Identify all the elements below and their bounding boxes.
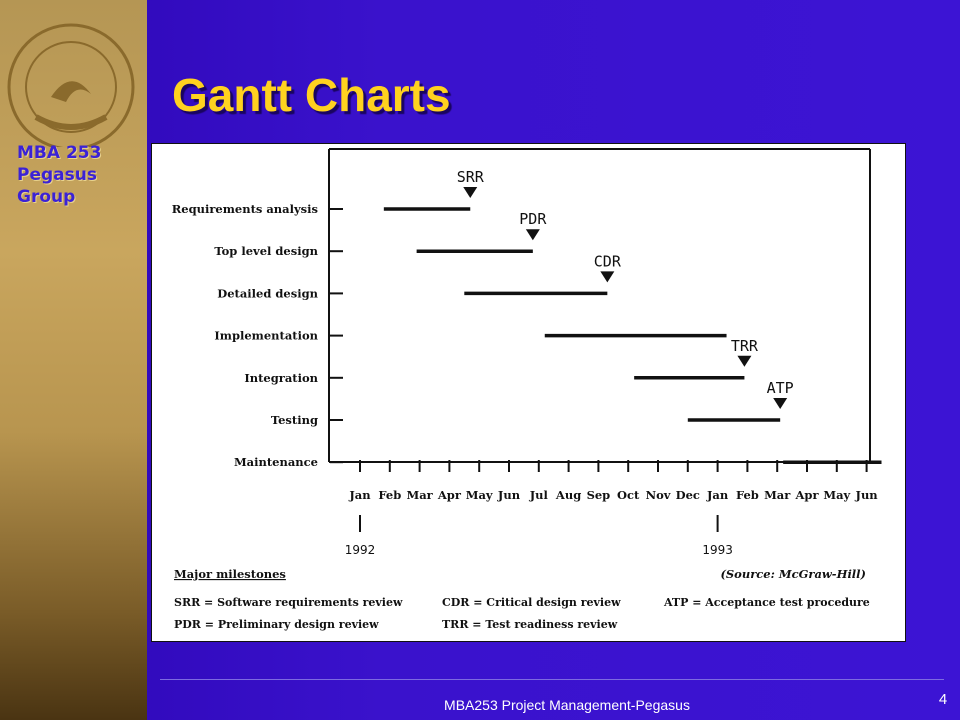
month-tick-label: Oct — [617, 488, 640, 502]
month-tick-label: Mar — [764, 488, 791, 502]
month-tick-label: Apr — [794, 488, 819, 502]
footer-divider — [160, 679, 944, 680]
task-label: Maintenance — [234, 455, 318, 469]
milestone-label: ATP — [767, 379, 794, 397]
month-tick-label: Nov — [646, 488, 671, 502]
milestone-label: PDR — [519, 210, 547, 228]
year-label: 1992 — [345, 543, 376, 557]
month-tick-label: Jan — [706, 488, 729, 502]
milestone-marker — [773, 398, 788, 409]
task-label: Requirements analysis — [172, 202, 318, 216]
milestone-marker — [737, 355, 752, 367]
task-label: Top level design — [214, 244, 318, 258]
legend-entry: SRR = Software requirements review — [174, 596, 403, 609]
month-tick-label: Jan — [348, 488, 371, 502]
milestone-marker — [600, 271, 615, 283]
task-label: Integration — [244, 371, 318, 385]
slide-title: Gantt Charts — [172, 69, 451, 121]
footer-text: MBA253 Project Management-Pegasus — [444, 697, 690, 713]
sidebar-band: MBA 253 Pegasus Group — [0, 0, 147, 720]
legend-entry: ATP = Acceptance test procedure — [663, 596, 870, 609]
milestone-marker — [463, 187, 478, 198]
month-tick-label: May — [466, 488, 493, 502]
month-tick-label: Aug — [555, 488, 581, 502]
task-label: Detailed design — [217, 286, 318, 300]
month-tick-label: Feb — [736, 488, 759, 502]
legend-heading: Major milestones — [174, 567, 286, 581]
gantt-chart: Jan Feb Mar Apr May Jun Jul Aug Sep Oct Nov Dec Jan F… — [172, 148, 882, 631]
month-tick-label: Sep — [587, 488, 611, 502]
task-label: Testing — [271, 413, 318, 427]
month-tick-label: May — [823, 488, 850, 502]
slide-number: 4 — [938, 691, 948, 708]
legend-entry: PDR = Preliminary design review — [174, 618, 379, 631]
legend-entry: CDR = Critical design review — [442, 596, 621, 609]
month-tick-label: Jun — [497, 488, 521, 502]
task-label: Implementation — [214, 329, 318, 343]
month-tick-label: Feb — [378, 488, 401, 502]
milestone-label: CDR — [594, 252, 622, 270]
legend-entry: TRR = Test readiness review — [442, 618, 618, 631]
month-tick-label: Mar — [406, 488, 433, 502]
legend-source: (Source: McGraw-Hill) — [720, 567, 866, 581]
group-label: MBA 253 Pegasus Group — [17, 143, 102, 207]
university-seal-logo — [7, 23, 135, 147]
gantt-chart-panel: Jan Feb Mar Apr May Jun Jul Aug Sep Oct Nov Dec Jan F… — [151, 143, 906, 642]
milestone-label: TRR — [731, 337, 759, 355]
month-tick-label: Jul — [529, 488, 549, 502]
month-tick-label: Dec — [676, 488, 700, 502]
year-label: 1993 — [702, 543, 733, 557]
milestone-marker — [525, 229, 540, 241]
milestone-label: SRR — [457, 168, 485, 186]
month-tick-label: Jun — [855, 488, 879, 502]
month-tick-label: Apr — [437, 488, 462, 502]
